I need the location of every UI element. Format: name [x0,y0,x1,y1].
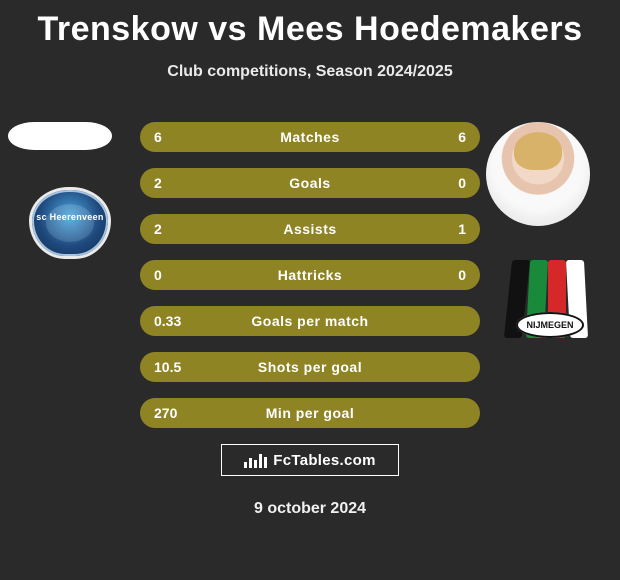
stat-right-value: 0 [426,267,466,283]
player-left-avatar [8,122,112,150]
stat-row: 270Min per goal [140,398,480,428]
stat-left-value: 0.33 [154,313,194,329]
stat-label: Goals [194,175,426,191]
branding-text: FcTables.com [273,452,376,469]
stat-row: 0.33Goals per match [140,306,480,336]
stat-row: 2Assists1 [140,214,480,244]
stat-right-value: 6 [426,129,466,145]
stat-right-value: 0 [426,175,466,191]
date-text: 9 october 2024 [0,500,620,518]
stat-label: Min per goal [194,405,426,421]
stat-label: Matches [194,129,426,145]
chart-icon [244,452,267,468]
team-left-badge: sc Heerenveen [22,182,118,264]
subtitle: Club competitions, Season 2024/2025 [0,63,620,81]
stat-row: 2Goals0 [140,168,480,198]
stat-label: Assists [194,221,426,237]
stat-row: 6Matches6 [140,122,480,152]
page-title: Trenskow vs Mees Hoedemakers [0,0,620,49]
stat-row: 0Hattricks0 [140,260,480,290]
stat-label: Goals per match [194,313,426,329]
stat-left-value: 10.5 [154,359,194,375]
stat-left-value: 2 [154,175,194,191]
player-right-avatar [486,122,590,226]
stat-left-value: 2 [154,221,194,237]
stat-left-value: 270 [154,405,194,421]
team-left-badge-text: sc Heerenveen [22,212,118,222]
stat-row: 10.5Shots per goal [140,352,480,382]
team-right-badge-text: NIJMEGEN [516,312,584,338]
branding-box: FcTables.com [221,444,399,476]
stat-left-value: 0 [154,267,194,283]
stat-left-value: 6 [154,129,194,145]
stat-label: Shots per goal [194,359,426,375]
stat-label: Hattricks [194,267,426,283]
stat-right-value: 1 [426,221,466,237]
team-right-badge: NIJMEGEN [502,256,598,346]
stats-list: 6Matches62Goals02Assists10Hattricks00.33… [140,122,480,444]
